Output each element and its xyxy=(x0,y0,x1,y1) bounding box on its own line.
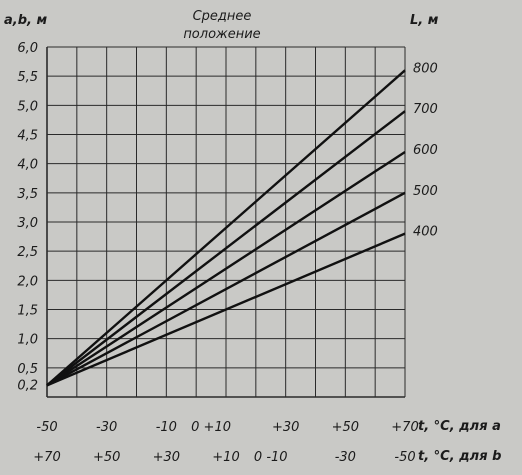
y-tick-label: 6,0 xyxy=(17,41,38,56)
series-line-600 xyxy=(46,150,406,387)
y-tick-label: 1,5 xyxy=(17,304,38,319)
legend-label: L, м xyxy=(410,13,439,28)
y-tick-label: 5,5 xyxy=(17,70,38,85)
series-lines xyxy=(46,69,406,387)
series-label-400: 400 xyxy=(413,225,438,240)
series-line-800 xyxy=(46,69,406,387)
y-tick-label: 1,0 xyxy=(17,333,38,348)
y-tick-label: 3,5 xyxy=(17,187,38,202)
title-line-2: положение xyxy=(183,27,260,42)
series-label-600: 600 xyxy=(413,143,438,158)
x-tick-labels-a: -50 -30 -10 0 +10 +30 +50 +70 xyxy=(36,420,418,435)
x-tick-label-b: -50 xyxy=(394,450,415,465)
x-tick-label-b: +50 xyxy=(93,450,120,465)
y-axis-label: a,b, м xyxy=(4,13,47,28)
x-tick-label-a: 0 +10 xyxy=(191,420,231,435)
y-tick-label: 0,2 xyxy=(17,378,38,393)
series-line-500 xyxy=(46,191,406,387)
y-tick-label: 0,5 xyxy=(17,362,38,377)
x-tick-label-a: -10 xyxy=(156,420,177,435)
y-tick-label: 4,0 xyxy=(17,158,38,173)
y-tick-label: 3,0 xyxy=(17,216,38,231)
x-axis-label-b: t, °C, для b xyxy=(418,449,501,464)
x-tick-label-b: -30 xyxy=(335,450,356,465)
x-tick-label-a: -30 xyxy=(96,420,117,435)
series-labels: 800 700 600 500 400 xyxy=(413,61,438,239)
x-tick-label-b: 0 -10 xyxy=(254,450,288,465)
series-line-400 xyxy=(46,232,406,387)
series-line-700 xyxy=(46,110,406,387)
y-tick-label: 2,0 xyxy=(17,274,38,289)
series-label-800: 800 xyxy=(413,61,438,76)
y-tick-label: 5,0 xyxy=(17,99,38,114)
y-tick-labels: 6,0 5,5 5,0 4,5 4,0 3,5 3,0 2,5 2,0 1,5 1,0 0,50,2 xyxy=(17,41,38,393)
x-tick-label-b: +30 xyxy=(153,450,180,465)
x-tick-labels-b: +70 +50 +30 +10 0 -10 -30 -50 xyxy=(33,450,415,465)
series-label-700: 700 xyxy=(413,102,438,117)
title-line-1: Среднее xyxy=(193,9,252,24)
x-tick-label-a: +30 xyxy=(272,420,299,435)
grid xyxy=(46,46,406,398)
x-tick-label-b: +70 xyxy=(33,450,60,465)
x-tick-label-a: -50 xyxy=(36,420,57,435)
y-tick-label: 2,5 xyxy=(17,245,38,260)
x-axis-label-a: t, °C, для a xyxy=(418,419,501,434)
series-label-500: 500 xyxy=(413,184,438,199)
y-tick-label: 4,5 xyxy=(17,129,38,144)
x-tick-label-b: +10 xyxy=(212,450,239,465)
x-tick-label-a: +70 xyxy=(391,420,418,435)
x-tick-label-a: +50 xyxy=(332,420,359,435)
